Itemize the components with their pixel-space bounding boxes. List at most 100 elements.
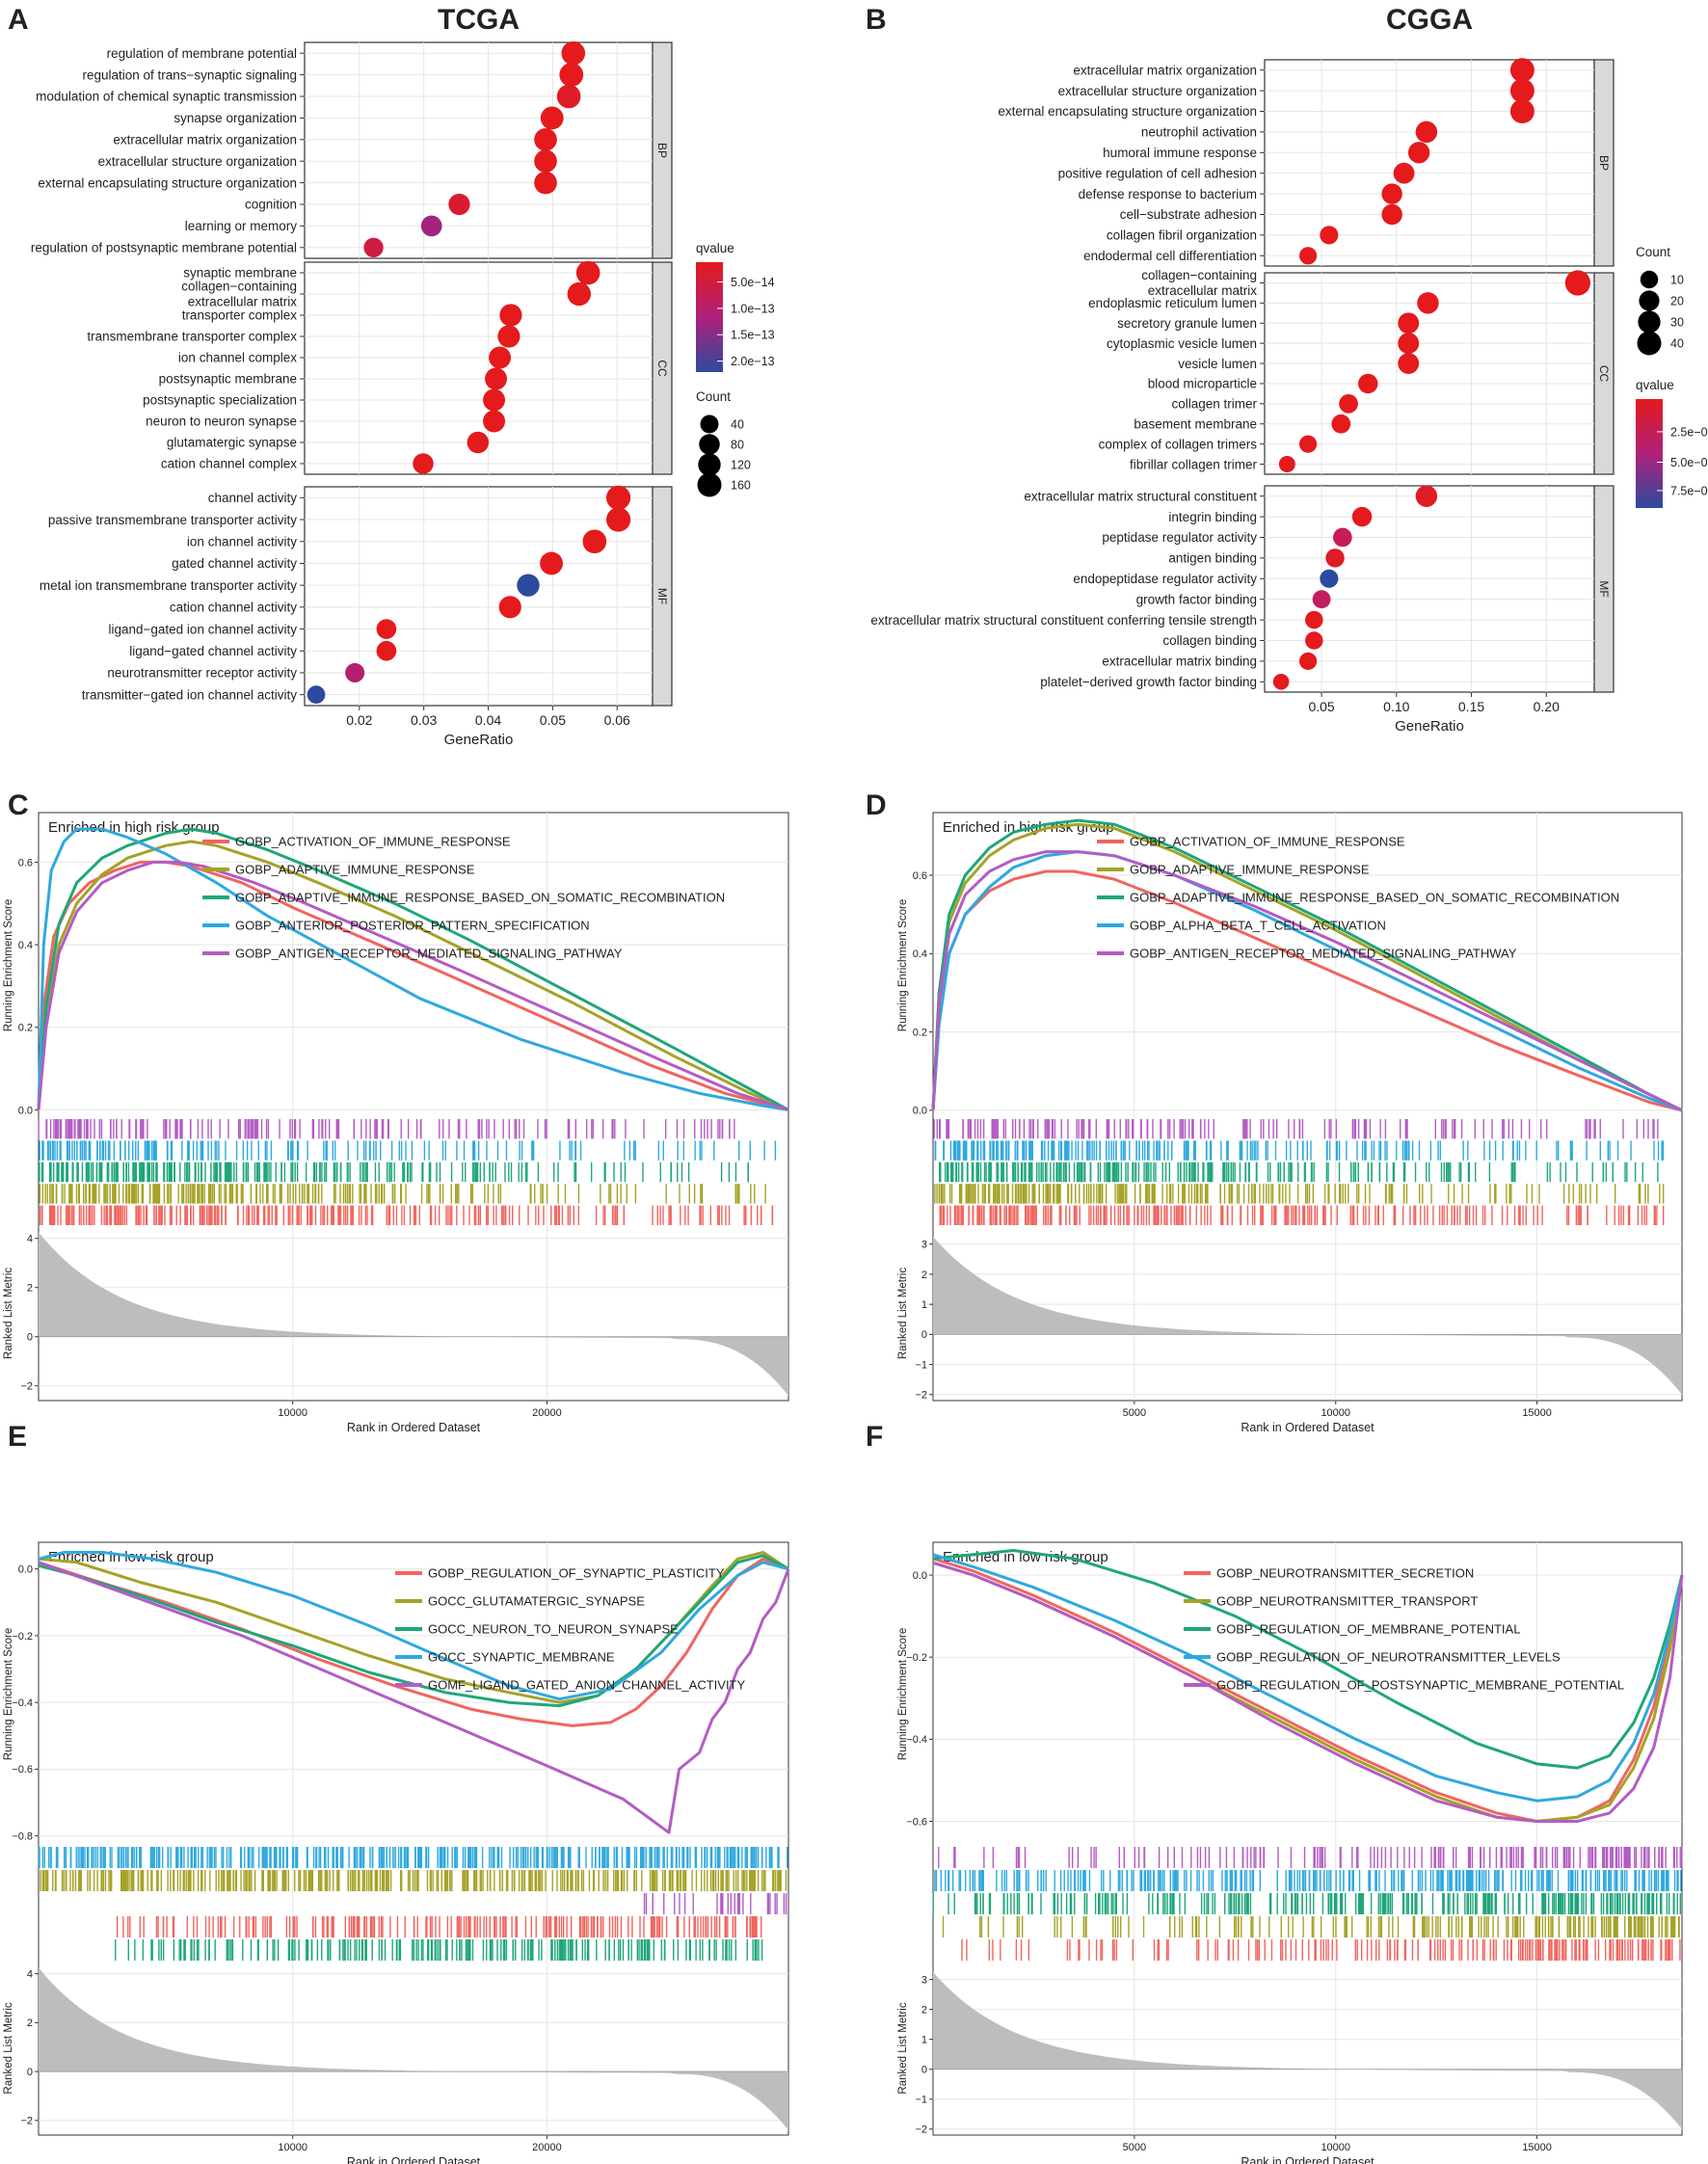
term-label: synapse organization [173, 111, 297, 125]
es-line [38, 1550, 789, 1704]
legend-label: 2.0e−13 [731, 355, 775, 368]
legend-label: 80 [731, 438, 744, 451]
es-line [932, 1557, 1684, 1823]
dot [485, 367, 508, 390]
x-tick-label: 20000 [532, 2142, 562, 2153]
dot [534, 171, 557, 195]
y-axis-label-metric: Ranked List Metric [3, 1268, 14, 1359]
x-tick-label: 0.03 [411, 712, 437, 728]
y-tick-label: 0.4 [18, 940, 33, 951]
dot [1320, 569, 1339, 588]
term-label: regulation of membrane potential [107, 46, 297, 61]
x-tick-label: 0.05 [540, 712, 566, 728]
term-label: antigen binding [1168, 551, 1257, 566]
legend-dot [1640, 270, 1659, 289]
panel-letter-B: B [866, 4, 887, 36]
y-tick-label: 4 [27, 1969, 33, 1981]
y-tick-label: 0.6 [913, 870, 927, 882]
y-tick-label: 0.0 [18, 1105, 33, 1116]
x-axis-label: GeneRatio [1395, 718, 1464, 735]
facet-strip [1593, 272, 1615, 475]
legend-label: GOCC_NEURON_TO_NEURON_SYNAPSE [428, 1622, 679, 1637]
es-line [931, 850, 1683, 1112]
dot [567, 281, 592, 307]
term-label: collagen−containing [1141, 268, 1257, 282]
dot [1398, 312, 1420, 334]
dot [1381, 183, 1402, 204]
dot [1305, 631, 1323, 650]
term-label: channel activity [208, 491, 298, 505]
dot [1564, 270, 1591, 296]
x-tick-label: 10000 [278, 2142, 307, 2153]
y-tick-label: 3 [921, 1240, 927, 1251]
panel-letter-F: F [866, 1421, 883, 1453]
y-tick-label: 2 [921, 1269, 927, 1281]
es-line [38, 1554, 789, 1708]
legend-label: 20 [1670, 294, 1684, 307]
facet-strip [652, 261, 673, 475]
plot-title-B: CGGA [1386, 4, 1473, 36]
dot [1351, 506, 1373, 527]
x-tick-label: 0.05 [1308, 699, 1334, 714]
term-label: extracellular matrix structural constitu… [870, 613, 1257, 628]
legend-label: 2.5e−05 [1670, 425, 1708, 439]
term-label: neuron to neuron synapse [146, 414, 297, 429]
term-label: modulation of chemical synaptic transmis… [36, 90, 297, 104]
y-tick-label: 0 [27, 1332, 33, 1344]
dot [517, 574, 540, 597]
dot [483, 388, 506, 412]
term-label: basement membrane [1134, 416, 1257, 431]
dot [376, 619, 397, 639]
dot [559, 63, 584, 88]
term-label: transporter complex [182, 308, 298, 323]
term-label: postsynaptic membrane [159, 372, 297, 387]
y-axis-label: Running Enrichment Score [3, 1628, 14, 1760]
x-axis-label: Rank in Ordered Dataset [1241, 1421, 1374, 1434]
term-label: transmembrane transporter complex [87, 330, 297, 344]
y-tick-label: 0.0 [913, 1570, 927, 1582]
plot-title-A: TCGA [438, 4, 520, 36]
y-tick-label: −2 [20, 1381, 33, 1393]
dot [363, 237, 384, 257]
term-label: transmitter−gated ion channel activity [82, 687, 297, 702]
dot [1509, 58, 1535, 83]
legend-label: GOCC_SYNAPTIC_MEMBRANE [428, 1650, 615, 1665]
es-line [38, 1557, 789, 1727]
dot [1415, 120, 1438, 144]
legend-label: 160 [731, 478, 751, 492]
y-tick-label: 0.4 [913, 948, 927, 960]
term-label: collagen trimer [1171, 397, 1257, 412]
term-label: ion channel complex [178, 351, 297, 365]
y-tick-label: 0.6 [18, 857, 33, 868]
term-label: fibrillar collagen trimer [1130, 457, 1258, 471]
y-tick-label: −0.4 [906, 1734, 927, 1746]
facet-panel [1264, 59, 1595, 267]
y-tick-label: −1 [915, 1359, 927, 1371]
term-label: collagen−containing [181, 280, 297, 294]
term-label: extracellular matrix structural constitu… [1024, 489, 1257, 503]
x-tick-label: 10000 [278, 1407, 307, 1419]
y-axis-label-metric: Ranked List Metric [897, 1268, 909, 1359]
term-label: regulation of postsynaptic membrane pote… [31, 241, 297, 255]
dot [448, 193, 470, 216]
x-tick-label: 0.02 [346, 712, 372, 728]
dot [540, 551, 563, 575]
y-tick-label: −0.6 [12, 1764, 33, 1776]
dot [561, 40, 586, 66]
facet-strip-label: CC [655, 360, 669, 377]
x-tick-label: 10000 [1321, 1407, 1350, 1419]
legend-label: GOBP_ACTIVATION_OF_IMMUNE_RESPONSE [235, 835, 511, 849]
dot [1339, 394, 1358, 414]
term-label: extracellular matrix [188, 295, 298, 309]
term-label: regulation of trans−synaptic signaling [82, 67, 297, 82]
legend-label: GOBP_ACTIVATION_OF_IMMUNE_RESPONSE [1130, 835, 1405, 849]
es-line [37, 827, 789, 1111]
x-axis-label: Rank in Ordered Dataset [347, 1421, 481, 1434]
term-label: defense response to bacterium [1079, 187, 1257, 201]
dot [1398, 333, 1420, 355]
term-label: ligand−gated ion channel activity [108, 622, 297, 636]
term-label: ion channel activity [187, 534, 297, 548]
term-label: metal ion transmembrane transporter acti… [40, 578, 297, 593]
es-line [37, 827, 789, 1111]
